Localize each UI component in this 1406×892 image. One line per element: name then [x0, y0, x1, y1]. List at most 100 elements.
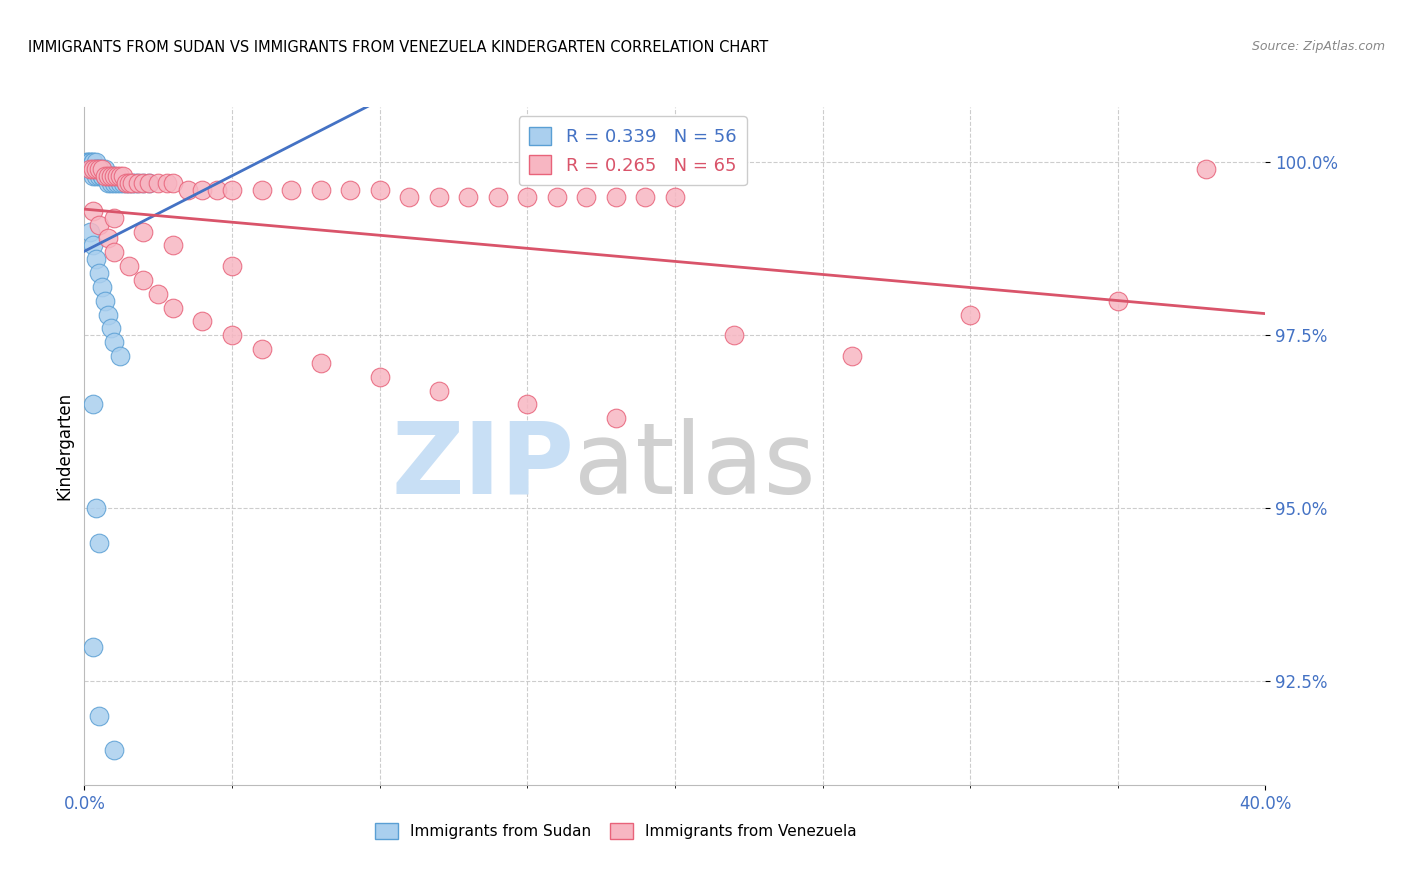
Point — [82, 169, 104, 184]
Point — [398, 190, 420, 204]
Point — [250, 183, 273, 197]
Point — [97, 169, 120, 184]
Point — [87, 162, 111, 177]
Point — [250, 342, 273, 356]
Point — [97, 231, 120, 245]
Point — [156, 176, 179, 190]
Point — [91, 162, 114, 177]
Point — [87, 266, 111, 280]
Point — [516, 190, 538, 204]
Point — [108, 349, 131, 363]
Point — [100, 169, 122, 184]
Point — [546, 190, 568, 204]
Point — [94, 169, 117, 184]
Point — [114, 176, 136, 190]
Point — [84, 162, 107, 177]
Point — [82, 203, 104, 218]
Point — [634, 190, 657, 204]
Point — [108, 169, 131, 184]
Point — [516, 397, 538, 411]
Point — [127, 176, 149, 190]
Point — [280, 183, 302, 197]
Point — [127, 176, 149, 190]
Point — [84, 252, 107, 267]
Point — [191, 314, 214, 328]
Point — [84, 169, 107, 184]
Point — [138, 176, 160, 190]
Point — [103, 176, 125, 190]
Point — [87, 162, 111, 177]
Text: atlas: atlas — [575, 417, 815, 515]
Point — [84, 155, 107, 169]
Point — [148, 286, 170, 301]
Point — [162, 238, 184, 252]
Point — [221, 259, 243, 273]
Point — [132, 273, 155, 287]
Point — [82, 155, 104, 169]
Point — [87, 169, 111, 184]
Point — [91, 169, 114, 184]
Point — [118, 259, 141, 273]
Point — [124, 176, 146, 190]
Point — [132, 176, 155, 190]
Point — [111, 176, 134, 190]
Point — [84, 162, 107, 177]
Point — [108, 176, 131, 190]
Point — [82, 155, 104, 169]
Point — [103, 335, 125, 350]
Point — [82, 162, 104, 177]
Point — [177, 183, 200, 197]
Point — [87, 536, 111, 550]
Point — [94, 169, 117, 184]
Point — [105, 169, 128, 184]
Point — [103, 743, 125, 757]
Point — [79, 162, 101, 177]
Point — [111, 169, 134, 184]
Text: Source: ZipAtlas.com: Source: ZipAtlas.com — [1251, 40, 1385, 54]
Point — [82, 397, 104, 411]
Point — [723, 328, 745, 343]
Point — [82, 162, 104, 177]
Point — [97, 169, 120, 184]
Point — [121, 176, 143, 190]
Point — [103, 245, 125, 260]
Point — [221, 328, 243, 343]
Point — [427, 190, 450, 204]
Point — [841, 349, 863, 363]
Point — [87, 162, 111, 177]
Point — [575, 190, 598, 204]
Point — [91, 169, 114, 184]
Point — [103, 211, 125, 225]
Point — [221, 183, 243, 197]
Point — [94, 162, 117, 177]
Point — [162, 176, 184, 190]
Point — [605, 190, 627, 204]
Point — [76, 162, 98, 177]
Point — [121, 176, 143, 190]
Point — [84, 501, 107, 516]
Point — [457, 190, 479, 204]
Text: ZIP: ZIP — [392, 417, 575, 515]
Point — [82, 640, 104, 654]
Point — [191, 183, 214, 197]
Text: IMMIGRANTS FROM SUDAN VS IMMIGRANTS FROM VENEZUELA KINDERGARTEN CORRELATION CHAR: IMMIGRANTS FROM SUDAN VS IMMIGRANTS FROM… — [28, 40, 768, 55]
Point — [368, 369, 391, 384]
Point — [103, 169, 125, 184]
Point — [76, 155, 98, 169]
Point — [79, 162, 101, 177]
Point — [91, 162, 114, 177]
Point — [100, 176, 122, 190]
Legend: Immigrants from Sudan, Immigrants from Venezuela: Immigrants from Sudan, Immigrants from V… — [368, 817, 863, 845]
Point — [105, 176, 128, 190]
Point — [79, 162, 101, 177]
Point — [100, 321, 122, 335]
Point — [664, 190, 686, 204]
Point — [103, 169, 125, 184]
Point — [1107, 293, 1129, 308]
Point — [79, 155, 101, 169]
Point — [132, 176, 155, 190]
Point — [605, 411, 627, 425]
Point — [162, 301, 184, 315]
Y-axis label: Kindergarten: Kindergarten — [55, 392, 73, 500]
Point — [79, 225, 101, 239]
